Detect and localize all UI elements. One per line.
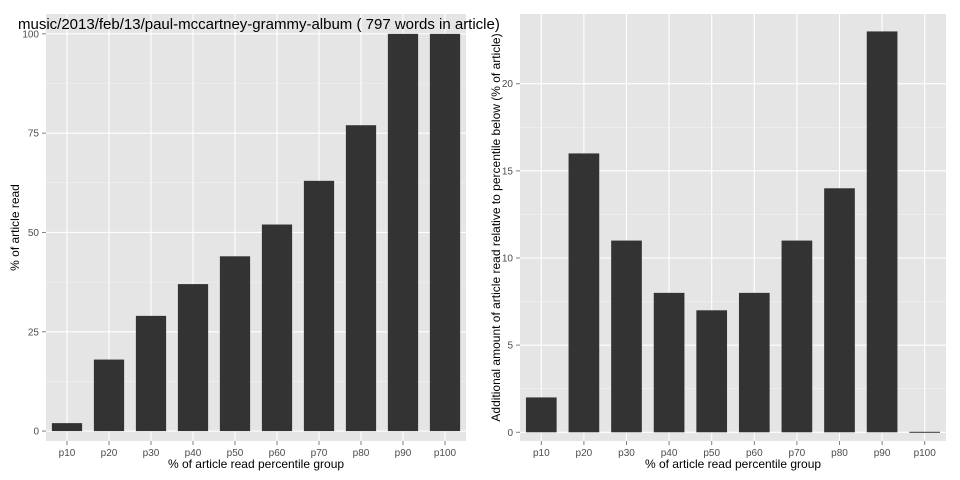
bar-p90 — [387, 33, 419, 432]
bar-p80 — [824, 188, 855, 433]
y-tick-label: 100 — [22, 29, 39, 40]
y-tick-label: 15 — [502, 166, 514, 177]
bar-p40 — [177, 284, 209, 432]
y-tick-label: 0 — [507, 428, 513, 439]
bar-p20 — [93, 359, 125, 432]
y-tick-label: 75 — [28, 129, 40, 140]
y-axis-title: Additional amount of article read relati… — [489, 33, 503, 421]
y-tick-label: 50 — [28, 228, 40, 239]
x-tick-label: p80 — [353, 448, 370, 459]
bar-p70 — [781, 240, 813, 433]
x-tick-label: p70 — [789, 448, 806, 459]
x-tick-label: p90 — [395, 448, 412, 459]
x-tick-label: p40 — [185, 448, 202, 459]
bar-p80 — [345, 125, 377, 432]
y-tick-label: 0 — [33, 427, 39, 438]
x-tick-label: p100 — [434, 448, 457, 459]
x-axis-title: % of article read percentile group — [168, 457, 344, 471]
chart-left: 0 25 50 75 100 p10 p20 p30 p40 p50 p60 p70 p80 p90 p10… — [8, 14, 500, 471]
x-tick-label: p20 — [101, 448, 118, 459]
y-tick-label: 10 — [502, 254, 514, 265]
x-tick-label: p40 — [661, 448, 678, 459]
bar-p30 — [611, 240, 642, 433]
bar-p10 — [51, 423, 83, 432]
bar-p50 — [696, 310, 728, 433]
bar-p90 — [866, 31, 898, 433]
x-tick-label: p60 — [269, 448, 286, 459]
bar-p40 — [653, 292, 685, 433]
bar-p30 — [135, 315, 167, 432]
y-tick-label: 5 — [507, 341, 513, 352]
bar-p100 — [429, 33, 461, 432]
x-tick-label: p50 — [703, 448, 720, 459]
y-tick-label: 25 — [28, 327, 40, 338]
x-tick-label: p80 — [831, 448, 848, 459]
y-axis-title: % of article read — [8, 184, 22, 271]
x-tick-label: p50 — [227, 448, 244, 459]
bar-p100 — [909, 431, 941, 433]
x-tick-label: p30 — [618, 448, 635, 459]
x-tick-label: p100 — [914, 448, 937, 459]
x-axis-title: % of article read percentile group — [645, 457, 821, 471]
chart-title: music/2013/feb/13/paul-mccartney-grammy-… — [18, 16, 500, 33]
x-tick-label: p60 — [746, 448, 763, 459]
x-tick-label: p10 — [59, 448, 76, 459]
bar-p50 — [219, 256, 251, 432]
bar-p10 — [525, 397, 557, 433]
x-tick-label: p20 — [576, 448, 593, 459]
chart-right: 0 5 10 15 20 p10 p20 p30 p40 p50 p60 p70 p80 p90 p100%… — [489, 14, 946, 471]
y-tick-label: 20 — [502, 79, 514, 90]
x-tick-label: p10 — [533, 448, 550, 459]
x-tick-label: p30 — [143, 448, 160, 459]
bar-p20 — [568, 153, 600, 433]
bar-p60 — [261, 224, 293, 432]
bar-p60 — [738, 292, 770, 433]
x-tick-label: p90 — [874, 448, 891, 459]
bar-p70 — [303, 180, 335, 432]
x-tick-label: p70 — [311, 448, 328, 459]
